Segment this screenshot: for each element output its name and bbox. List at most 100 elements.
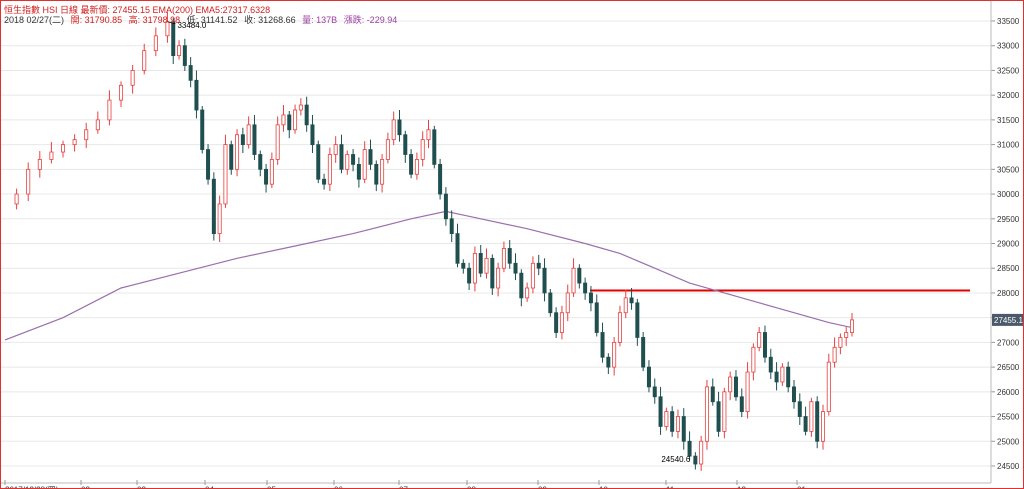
candle — [351, 149, 356, 172]
candle-body — [513, 262, 518, 274]
candle — [704, 379, 709, 450]
candle-body — [850, 319, 855, 333]
price-tick-label: 27000 — [997, 338, 1020, 347]
candle-body — [623, 297, 628, 314]
candle-body — [762, 332, 767, 358]
candle-body — [449, 218, 454, 235]
candle-body — [774, 371, 779, 383]
candle — [542, 258, 547, 302]
candle — [565, 284, 570, 322]
candle — [37, 151, 42, 178]
candle-body — [699, 440, 704, 465]
candle — [745, 362, 750, 419]
candle — [211, 172, 216, 241]
candle — [287, 110, 292, 139]
candle — [229, 140, 234, 175]
candle — [26, 162, 31, 201]
candle — [548, 288, 553, 317]
candle-body — [246, 124, 251, 146]
chart-title: 恒生指數 HSI 日線 最新價: 27455.15 EMA(200) EMA5:… — [4, 5, 271, 15]
candle — [797, 393, 802, 425]
candle-body — [606, 356, 611, 368]
candle-body — [293, 109, 298, 131]
last-price-tag: 27455.1 — [994, 316, 1023, 325]
candle — [206, 144, 211, 185]
candle — [484, 248, 489, 279]
candle-body — [670, 411, 675, 432]
candle — [61, 140, 66, 158]
candle — [217, 195, 222, 243]
candle — [478, 244, 483, 278]
time-tick-label: 01 — [797, 486, 806, 488]
candle — [177, 40, 182, 60]
candle-body — [223, 144, 228, 205]
candle-body — [472, 252, 477, 284]
candle-body — [258, 154, 263, 170]
candle — [530, 256, 535, 294]
candle — [182, 38, 187, 71]
candle-body — [826, 361, 831, 413]
candle — [559, 305, 564, 340]
candle-body — [310, 124, 315, 146]
candle-body — [530, 262, 535, 289]
candle — [14, 188, 19, 210]
candle-body — [496, 267, 501, 289]
candle-body — [635, 302, 640, 338]
time-tick-label: 08 — [467, 486, 476, 488]
price-tick-label: 26500 — [997, 363, 1020, 372]
candle-body — [49, 151, 54, 160]
candle — [646, 360, 651, 393]
candle-body — [414, 159, 419, 175]
candle — [223, 134, 228, 208]
candle-body — [820, 411, 825, 442]
candle — [333, 136, 338, 163]
candle-body — [832, 346, 837, 363]
candle-body — [594, 302, 599, 333]
candle-body — [461, 262, 466, 269]
candle — [762, 325, 767, 363]
candle — [635, 298, 640, 346]
candle — [606, 353, 611, 375]
high-marker — [167, 21, 176, 25]
time-tick-label: 06 — [334, 486, 343, 488]
candle — [820, 404, 825, 450]
candle-body — [188, 65, 193, 81]
candle-body — [37, 159, 42, 170]
candle — [171, 17, 176, 65]
candle-body — [380, 159, 385, 185]
candle — [264, 163, 269, 193]
candle — [385, 132, 390, 164]
candle-body — [548, 292, 553, 314]
candle-body — [304, 104, 309, 126]
candle — [803, 406, 808, 436]
candle-body — [722, 391, 727, 432]
candle-body — [809, 401, 814, 432]
candle-body — [844, 332, 849, 338]
candle — [728, 371, 733, 401]
candle-body — [768, 356, 773, 373]
price-tick-label: 29000 — [997, 240, 1020, 249]
candle-body — [728, 376, 733, 393]
candle — [339, 134, 344, 174]
candle — [188, 57, 193, 88]
time-tick-label: 05 — [267, 486, 276, 488]
candle-body — [542, 267, 547, 294]
candle — [327, 147, 332, 192]
candle-body — [571, 267, 576, 294]
candle — [246, 116, 251, 149]
candle-body — [420, 139, 425, 160]
candle-body — [339, 144, 344, 170]
candle — [716, 391, 721, 437]
candle — [322, 173, 327, 190]
candle — [467, 262, 472, 290]
candle — [240, 127, 245, 154]
candle-body — [142, 50, 147, 71]
candle-body — [252, 124, 257, 155]
price-tick-label: 32500 — [997, 66, 1020, 75]
candle — [153, 27, 158, 57]
candle-body — [385, 139, 390, 160]
candle-body — [797, 401, 802, 417]
candle-body — [119, 84, 124, 101]
candle-body — [745, 371, 750, 413]
